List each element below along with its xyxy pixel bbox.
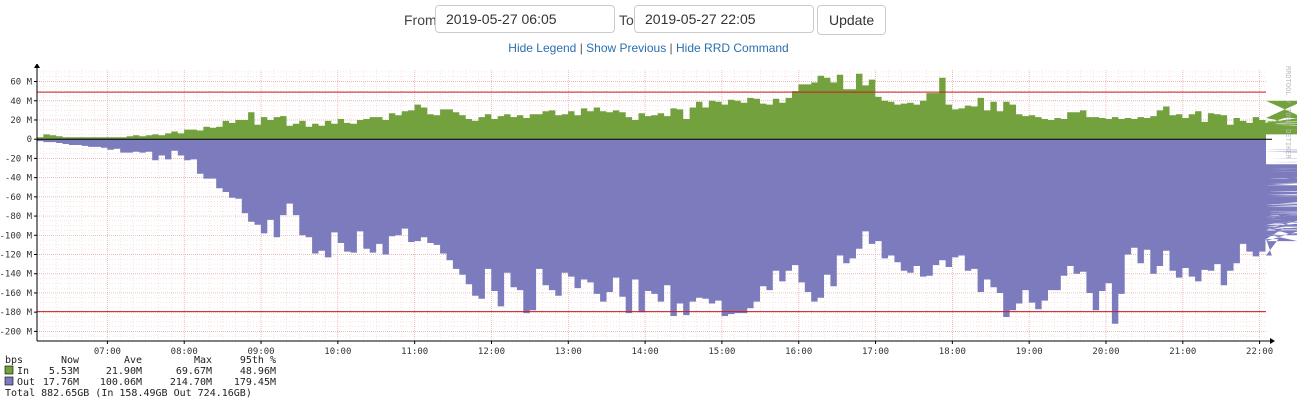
link-separator: | [579, 41, 583, 55]
to-date-input[interactable] [634, 5, 814, 33]
axes [34, 64, 1275, 344]
legend-value: 21.90M [106, 366, 142, 377]
traffic-graph: 60 M 40 M 20 M 0 -20 M -40 M -60 M -80 M -100 M -… [0, 64, 1297, 399]
legend-header: Now [61, 355, 80, 366]
percentile-lines [37, 91, 1266, 313]
y-tick-label: 20 M [10, 116, 32, 126]
x-tick-label: 22:00 [1246, 347, 1273, 357]
x-tick-label: 08:00 [171, 347, 198, 357]
x-tick-label: 12:00 [478, 347, 505, 357]
x-tick-label: 17:00 [862, 347, 889, 357]
x-tick-label: 14:00 [632, 347, 659, 357]
legend-series-name: Out [17, 377, 35, 388]
legend-value: 48.96M [240, 366, 276, 377]
x-tick-label: 11:00 [401, 347, 428, 357]
x-tick-label: 16:00 [785, 347, 812, 357]
y-tick-label: -100 M [0, 231, 33, 241]
x-tick-label: 18:00 [939, 347, 966, 357]
y-tick-label: -120 M [0, 251, 33, 261]
legend: bps Now Ave Max 95th % In 5.53M 21.90M 69.67M 48.… [4, 355, 276, 399]
y-tick-label: -20 M [5, 154, 33, 164]
hide-rrd-command-link[interactable]: Hide RRD Command [676, 41, 789, 55]
legend-value: 100.06M [100, 377, 142, 388]
legend-value: 5.53M [49, 366, 79, 377]
y-tick-label: -180 M [0, 308, 33, 318]
date-range-toolbar: From To Update [0, 5, 1297, 35]
x-tick-label: 15:00 [708, 347, 735, 357]
y-tick-label: -60 M [5, 193, 33, 203]
x-tick-label: 07:00 [94, 347, 121, 357]
show-previous-link[interactable]: Show Previous [586, 41, 667, 55]
watermark-text: RRDTOOL / TOBI OETIKER [1284, 66, 1292, 160]
legend-value: 17.76M [43, 377, 79, 388]
legend-header: 95th % [240, 355, 276, 366]
y-tick-label: -140 M [0, 270, 33, 280]
from-date-input[interactable] [435, 5, 615, 33]
y-tick-label: 0 [27, 135, 32, 145]
y-tick-label: -80 M [5, 212, 33, 222]
y-tick-label: 40 M [10, 97, 32, 107]
legend-unit: bps [5, 355, 23, 366]
graph-options-links: Hide Legend | Show Previous | Hide RRD C… [0, 41, 1297, 55]
series-areas [37, 73, 1297, 324]
update-button[interactable]: Update [817, 5, 887, 35]
x-tick-label: 09:00 [247, 347, 274, 357]
from-label: From [404, 12, 437, 28]
x-tick-label: 19:00 [1016, 347, 1043, 357]
hide-legend-link[interactable]: Hide Legend [508, 41, 577, 55]
legend-header: Ave [124, 355, 142, 366]
x-tick-label: 20:00 [1092, 347, 1119, 357]
legend-value: 179.45M [234, 377, 276, 388]
y-axis-arrow [34, 64, 40, 68]
y-tick-label: -40 M [5, 174, 33, 184]
x-tick-label: 21:00 [1169, 347, 1196, 357]
link-separator: | [669, 41, 673, 55]
series-area-in [37, 73, 1297, 140]
legend-swatch-out [4, 376, 14, 386]
legend-series-name: In [17, 366, 29, 377]
y-tick-label: -200 M [0, 327, 33, 337]
x-axis-labels: 07:00 08:00 09:00 10:00 11:00 12:00 13:00 14:00… [94, 347, 1273, 357]
y-tick-label: 60 M [10, 78, 32, 88]
x-tick-label: 10:00 [324, 347, 351, 357]
legend-swatch-in [4, 365, 14, 375]
y-tick-label: -160 M [0, 289, 33, 299]
legend-value: 69.67M [176, 366, 212, 377]
x-tick-label: 13:00 [555, 347, 582, 357]
legend-header: Max [194, 355, 212, 366]
series-area-out [37, 139, 1297, 324]
legend-value: 214.70M [170, 377, 212, 388]
legend-total: Total 882.65GB (In 158.49GB Out 724.16GB… [5, 388, 252, 399]
y-axis-labels: 60 M 40 M 20 M 0 -20 M -40 M -60 M -80 M -100 M -… [0, 78, 33, 338]
x-axis-arrow [1270, 338, 1275, 344]
to-label: To [619, 12, 634, 28]
